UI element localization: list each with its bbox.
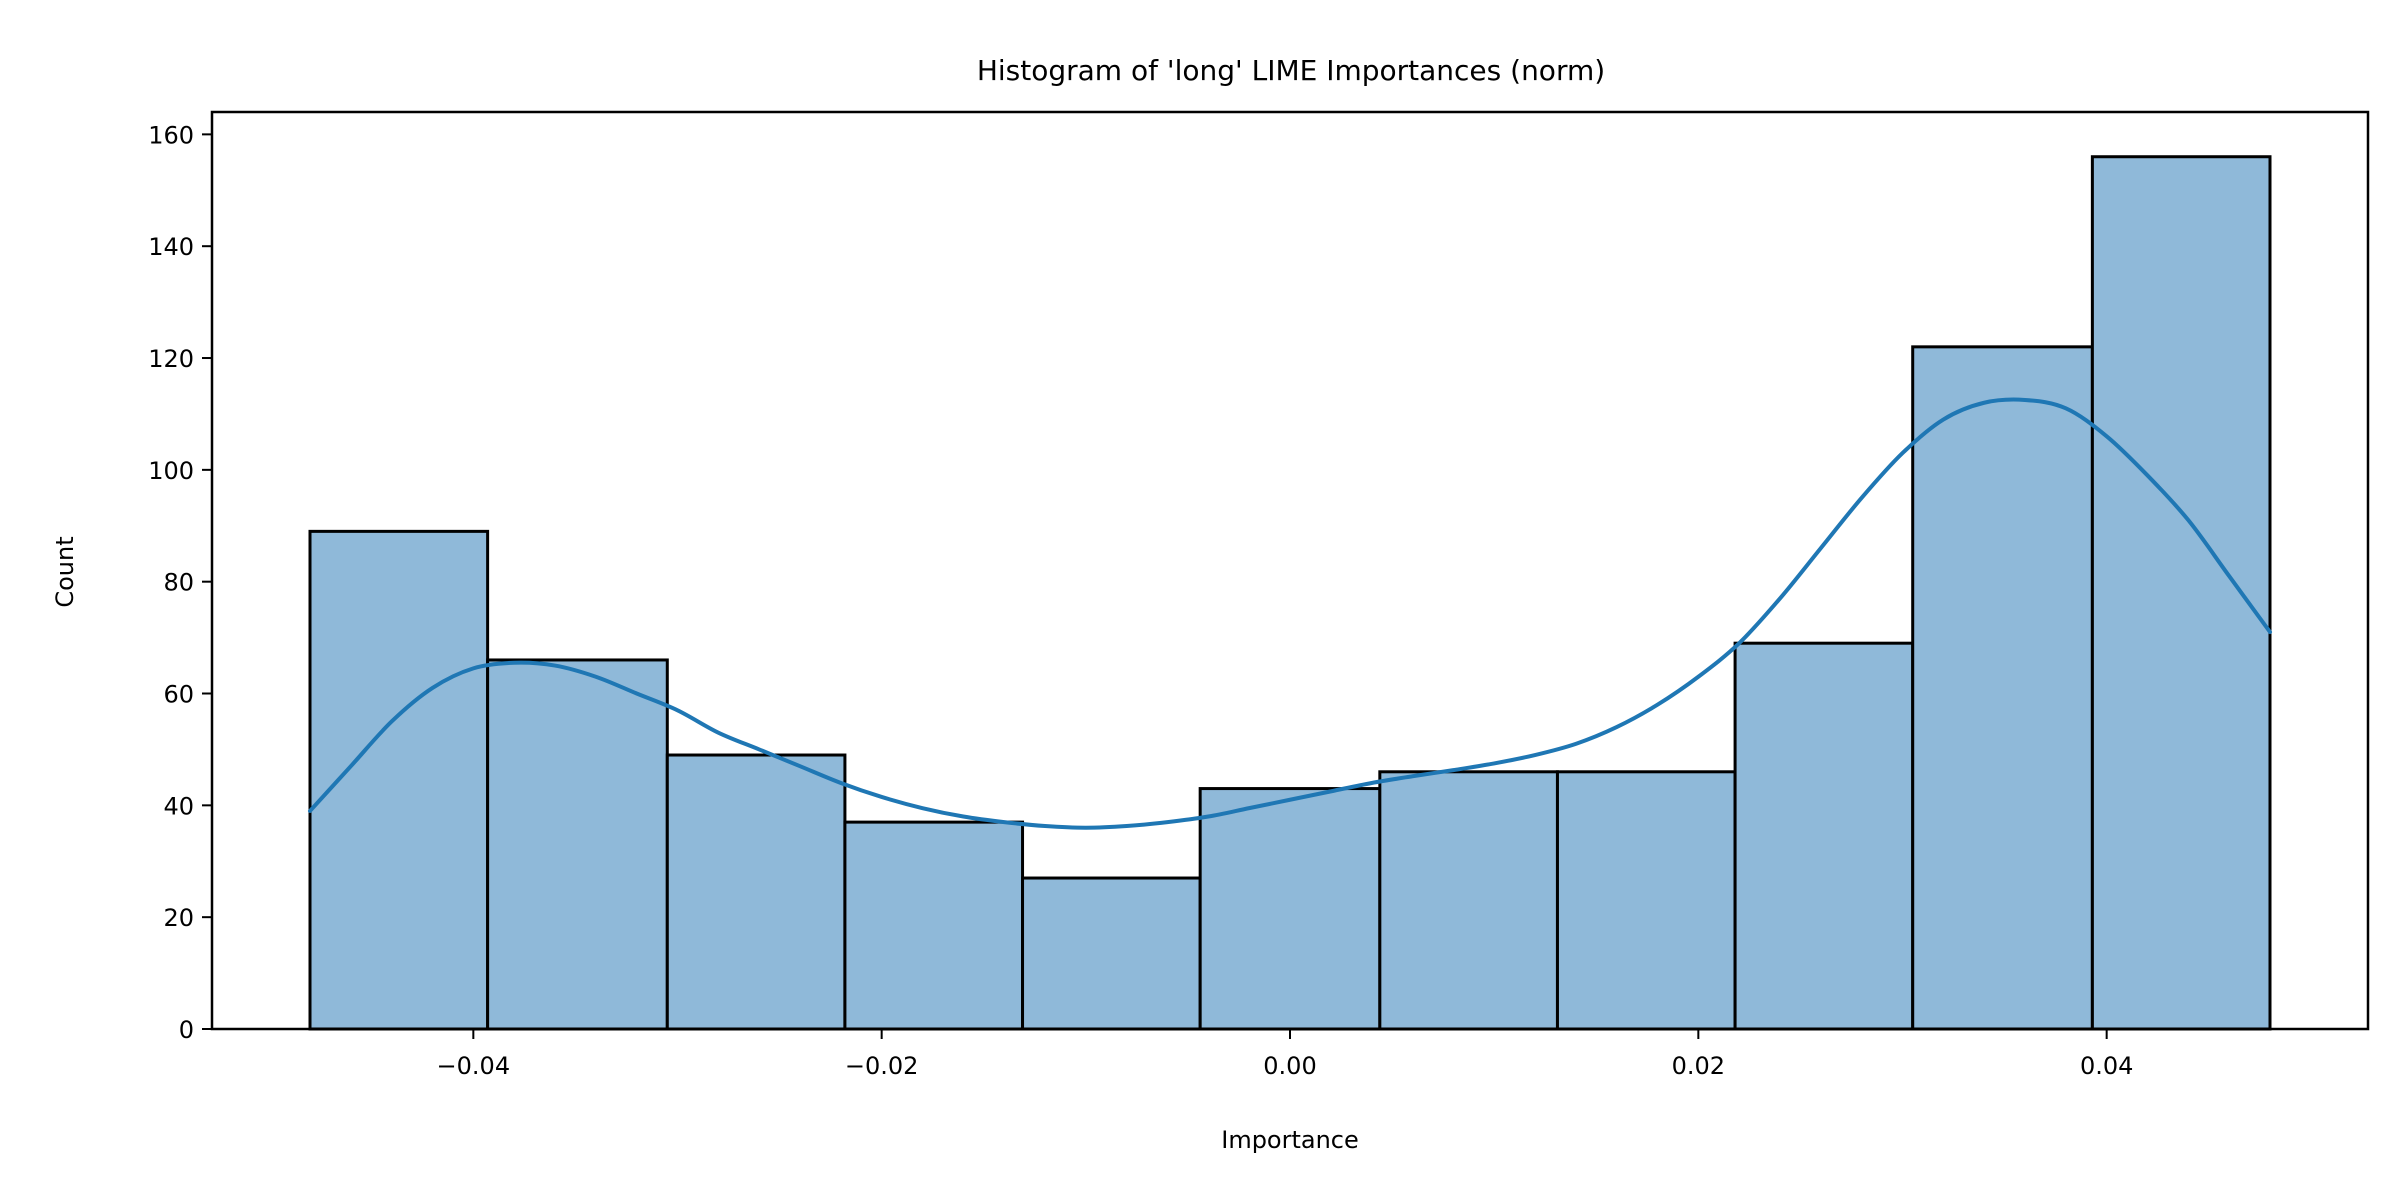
histogram-bar (1733, 641, 1915, 1031)
kde-line (308, 397, 2272, 830)
histogram-bar (1378, 770, 1559, 1031)
histogram-bar (1555, 770, 1737, 1031)
y-axis-label: Count (51, 536, 79, 607)
y-axis-ticks: 0 20 40 60 80 100 120 140 160 (148, 121, 212, 1044)
x-tick-label: −0.04 (437, 1052, 511, 1080)
histogram-bar (843, 820, 1025, 1031)
kde-curve-group (308, 397, 2272, 830)
chart-title: Histogram of 'long' LIME Importances (no… (977, 54, 1605, 87)
x-tick-label: 0.04 (2080, 1052, 2133, 1080)
histogram-bar (1911, 345, 2094, 1031)
x-axis-ticks: −0.04 −0.02 0.00 0.02 0.04 (437, 1029, 2133, 1080)
histogram-bars (308, 155, 2272, 1031)
histogram-bar (665, 753, 847, 1031)
x-axis-label: Importance (1221, 1126, 1359, 1154)
y-tick-label: 80 (163, 569, 194, 597)
x-tick-label: 0.00 (1263, 1052, 1316, 1080)
histogram-bar (1021, 876, 1202, 1031)
y-tick-label: 40 (163, 792, 194, 820)
histogram-bar (486, 658, 669, 1031)
y-tick-label: 160 (148, 121, 194, 149)
histogram-bar (1198, 787, 1382, 1031)
y-tick-label: 140 (148, 233, 194, 261)
x-tick-label: −0.02 (845, 1052, 919, 1080)
x-tick-label: 0.02 (1672, 1052, 1725, 1080)
y-tick-label: 60 (163, 681, 194, 709)
y-tick-label: 20 (163, 904, 194, 932)
y-tick-label: 0 (179, 1016, 194, 1044)
y-tick-label: 100 (148, 457, 194, 485)
y-tick-label: 120 (148, 345, 194, 373)
